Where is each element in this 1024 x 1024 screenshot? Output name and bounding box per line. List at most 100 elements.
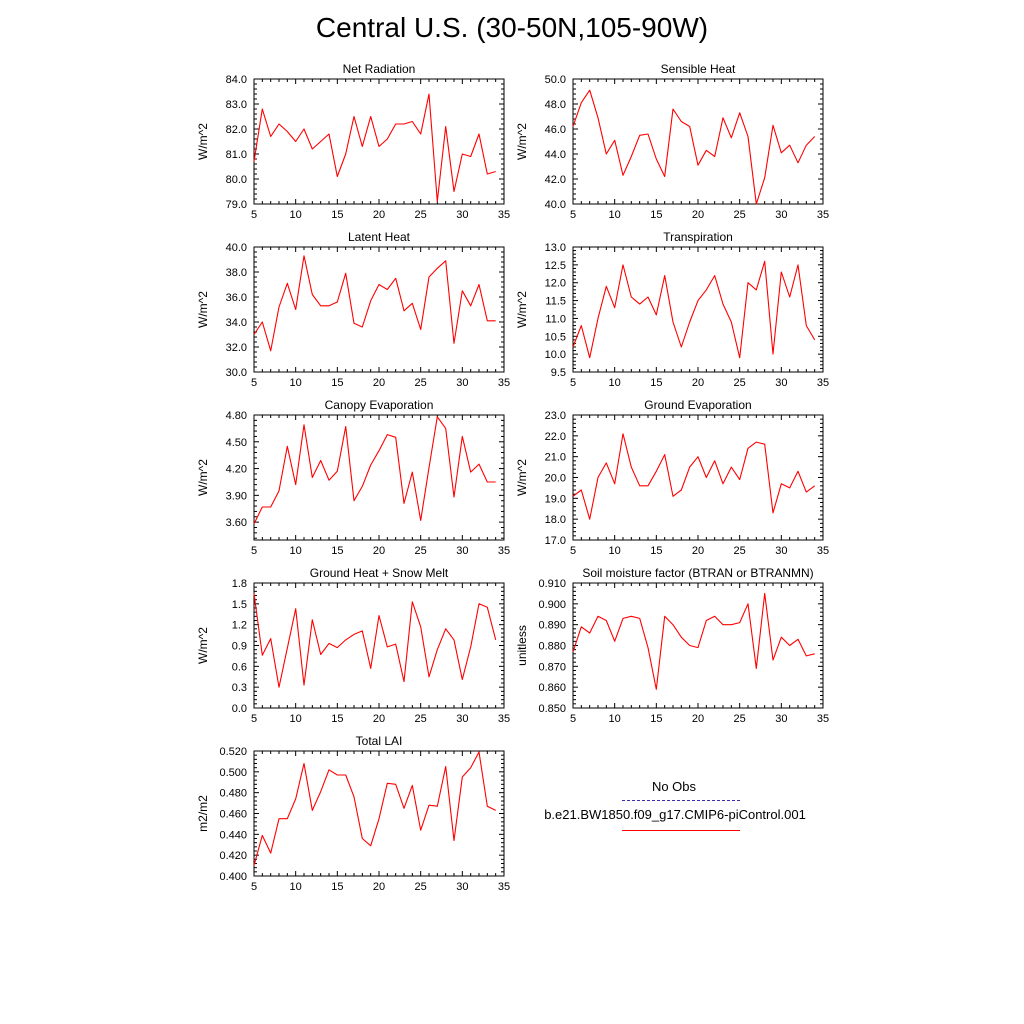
y-tick-label: 9.5 (551, 367, 566, 379)
panel-title: Canopy Evaporation (325, 398, 434, 412)
x-tick-label: 5 (251, 209, 257, 221)
y-axis-label: m2/m2 (196, 795, 210, 832)
y-tick-label: 0.480 (219, 788, 247, 800)
x-tick-label: 5 (251, 377, 257, 389)
y-tick-label: 0.910 (538, 578, 566, 590)
x-tick-label: 10 (609, 377, 621, 389)
legend-run-label: b.e21.BW1850.f09_g17.CMIP6-piControl.001 (544, 807, 806, 822)
panel-title: Net Radiation (343, 62, 416, 76)
y-tick-label: 17.0 (545, 535, 566, 547)
x-tick-label: 30 (456, 377, 468, 389)
y-tick-label: 10.0 (545, 349, 566, 361)
x-tick-label: 10 (290, 209, 302, 221)
series-line (253, 255, 496, 352)
y-tick-label: 0.890 (538, 620, 566, 632)
x-tick-label: 35 (498, 881, 510, 893)
y-tick-label: 1.8 (232, 578, 247, 590)
y-tick-label: 0.870 (538, 661, 566, 673)
legend-obs-line (622, 800, 740, 801)
x-tick-label: 20 (373, 377, 385, 389)
x-tick-label: 25 (734, 713, 746, 725)
y-tick-label: 0.3 (232, 682, 247, 694)
y-tick-label: 48.0 (545, 99, 566, 111)
series-line (572, 433, 816, 520)
y-axis-label: W/m^2 (515, 123, 529, 160)
panel-title: Transpiration (663, 230, 733, 244)
x-tick-label: 5 (251, 881, 257, 893)
y-tick-label: 42.0 (545, 174, 566, 186)
y-axis-label: W/m^2 (196, 459, 210, 496)
panel-title: Ground Evaporation (644, 398, 751, 412)
x-tick-label: 25 (415, 209, 427, 221)
x-tick-label: 20 (373, 713, 385, 725)
panel-7: 5 10 15 20 25 30 35 0.0 0.3 0.6 0.9 1.2 1.5 1.8 Ground… (196, 566, 510, 725)
y-tick-label: 40.0 (545, 199, 566, 211)
plot-frame (253, 78, 505, 205)
x-tick-label: 25 (734, 377, 746, 389)
x-tick-label: 35 (498, 545, 510, 557)
plot-frame (253, 582, 505, 709)
plot-frame (572, 78, 824, 205)
y-tick-label: 10.5 (545, 331, 566, 343)
y-tick-label: 19.0 (545, 493, 566, 505)
y-axis-label: W/m^2 (196, 627, 210, 664)
panel-9: 5 10 15 20 25 30 35 0.400 0.420 0.440 0.460 0.480 0.… (196, 734, 510, 893)
y-tick-label: 0.440 (219, 829, 247, 841)
y-tick-label: 4.50 (226, 437, 247, 449)
y-tick-label: 11.5 (545, 296, 566, 308)
x-tick-label: 20 (692, 713, 704, 725)
y-tick-label: 44.0 (545, 149, 566, 161)
x-tick-label: 10 (609, 545, 621, 557)
y-axis-label: W/m^2 (515, 291, 529, 328)
series-line (572, 260, 816, 359)
x-tick-label: 30 (775, 545, 787, 557)
panel-2: 5 10 15 20 25 30 35 40.0 42.0 44.0 46.0 48.0 50.0 Sen… (515, 62, 829, 221)
series-line (253, 751, 496, 866)
x-tick-label: 15 (331, 713, 343, 725)
x-tick-label: 30 (456, 713, 468, 725)
y-tick-label: 12.5 (545, 260, 566, 272)
y-tick-label: 0.860 (538, 682, 566, 694)
y-tick-label: 0.500 (219, 767, 247, 779)
y-tick-label: 0.460 (219, 809, 247, 821)
y-tick-label: 0.850 (538, 703, 566, 715)
y-tick-label: 81.0 (226, 149, 247, 161)
x-tick-label: 10 (609, 713, 621, 725)
x-tick-label: 15 (331, 545, 343, 557)
x-tick-label: 5 (570, 545, 576, 557)
x-tick-label: 30 (775, 209, 787, 221)
panel-title: Sensible Heat (661, 62, 736, 76)
x-tick-label: 5 (251, 713, 257, 725)
y-tick-label: 46.0 (545, 124, 566, 136)
y-tick-label: 0.900 (538, 599, 566, 611)
y-tick-label: 23.0 (545, 410, 566, 422)
plot-frame (253, 246, 505, 373)
plot-frame (572, 246, 824, 373)
plot-frame (572, 582, 824, 709)
x-tick-label: 35 (817, 209, 829, 221)
y-tick-label: 32.0 (226, 342, 247, 354)
x-tick-label: 35 (817, 713, 829, 725)
panel-title: Latent Heat (348, 230, 411, 244)
x-tick-label: 10 (609, 209, 621, 221)
x-tick-label: 10 (290, 545, 302, 557)
x-tick-label: 25 (734, 209, 746, 221)
y-tick-label: 80.0 (226, 174, 247, 186)
panel-1: 5 10 15 20 25 30 35 79.0 80.0 81.0 82.0 83.0 84.0 Net… (196, 62, 510, 221)
x-tick-label: 10 (290, 713, 302, 725)
x-tick-label: 25 (415, 713, 427, 725)
series-line (253, 93, 496, 203)
panel-title: Soil moisture factor (BTRAN or BTRANMN) (582, 566, 813, 580)
y-tick-label: 36.0 (226, 292, 247, 304)
figure-title: Central U.S. (30-50N,105-90W) (315, 12, 709, 43)
panel-title: Ground Heat + Snow Melt (310, 566, 449, 580)
x-tick-label: 15 (650, 377, 662, 389)
panel-4: 5 10 15 20 25 30 35 9.5 10.0 10.5 11.0 11.5 12.0 12.5… (515, 230, 829, 389)
x-tick-label: 35 (817, 377, 829, 389)
y-tick-label: 1.5 (232, 599, 247, 611)
x-tick-label: 35 (498, 209, 510, 221)
y-tick-label: 1.2 (232, 620, 247, 632)
y-tick-label: 21.0 (545, 452, 566, 464)
x-tick-label: 15 (650, 713, 662, 725)
